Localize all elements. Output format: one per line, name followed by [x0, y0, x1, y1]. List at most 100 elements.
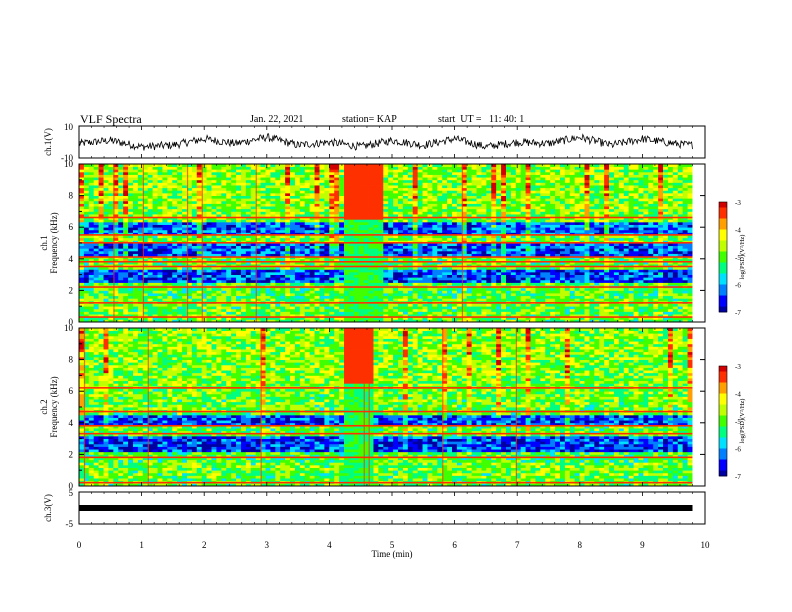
- spectrogram-cell: [285, 253, 291, 257]
- spectrogram-cell: [324, 164, 330, 168]
- spectrogram-cell: [314, 177, 320, 181]
- spectrogram-cell: [265, 306, 271, 310]
- spectrogram-cell: [118, 177, 124, 181]
- spectrogram-cell: [432, 190, 438, 194]
- spectrogram-cell: [368, 166, 374, 170]
- spectrogram-cell: [118, 306, 124, 310]
- spectrogram-cell: [324, 253, 330, 257]
- spectrogram-cell: [427, 266, 433, 270]
- spectrogram-cell: [128, 306, 134, 310]
- spectrogram-cell: [447, 229, 453, 233]
- spectrogram-cell: [417, 277, 423, 281]
- spectrogram-cell: [437, 169, 443, 173]
- spectrogram-cell: [304, 164, 311, 168]
- spectrogram-cell: [137, 171, 144, 175]
- spectrogram-cell: [363, 211, 369, 215]
- spectrogram-cell: [260, 232, 266, 236]
- spectrogram-cell: [182, 290, 188, 294]
- spectrogram-cell: [162, 219, 168, 223]
- spectrogram-cell: [162, 232, 168, 236]
- spectrogram-cell: [265, 282, 271, 286]
- spectrogram-cell: [123, 271, 129, 275]
- spectrogram-cell: [103, 316, 109, 320]
- spectrogram-cell: [432, 166, 438, 170]
- spectrogram-cell: [152, 243, 158, 247]
- spectrogram-cell: [422, 311, 428, 315]
- spectrogram-cell: [456, 179, 463, 183]
- spectrogram-cell: [422, 185, 428, 189]
- spectrogram-cell: [383, 314, 389, 318]
- spectrogram-cell: [378, 169, 384, 173]
- spectrogram-cell: [79, 308, 85, 312]
- spectrogram-cell: [319, 237, 325, 241]
- spectrogram-cell: [319, 306, 325, 310]
- spectrogram-cell: [147, 232, 154, 236]
- spectrogram-cell: [108, 198, 114, 202]
- spectrogram-cell: [280, 245, 286, 249]
- spectrogram-cell: [162, 227, 168, 231]
- spectrogram-cell: [334, 214, 340, 218]
- spectrogram-cell: [260, 237, 266, 241]
- spectrogram-cell: [299, 243, 306, 247]
- spectrogram-cell: [461, 229, 468, 233]
- spectrogram-cell: [226, 214, 232, 218]
- spectrogram-cell: [265, 203, 271, 207]
- spectrogram-cell: [265, 166, 271, 170]
- spectrogram-cell: [304, 192, 311, 196]
- spectrogram-cell: [245, 164, 252, 168]
- spectrogram-cell: [447, 192, 453, 196]
- spectrogram-cell: [108, 200, 114, 204]
- spectrogram-cell: [422, 235, 428, 239]
- spectrogram-cell: [324, 293, 330, 297]
- spectrogram-cell: [358, 237, 365, 241]
- spectrogram-cell: [329, 271, 335, 275]
- spectrogram-cell: [412, 311, 419, 315]
- spectrogram-cell: [398, 250, 404, 254]
- spectrogram-cell: [309, 295, 315, 299]
- spectrogram-cell: [412, 190, 419, 194]
- spectrogram-cell: [393, 243, 399, 247]
- spectrogram-cell: [339, 253, 345, 257]
- spectrogram-cell: [432, 235, 438, 239]
- spectrogram-cell: [221, 232, 227, 236]
- spectrogram-cell: [393, 269, 399, 273]
- spectrogram-cell: [123, 298, 129, 302]
- spectrogram-cell: [329, 243, 335, 247]
- spectrogram-cell: [348, 206, 355, 210]
- spectrogram-cell: [196, 164, 203, 168]
- spectrogram-cell: [206, 182, 212, 186]
- spectrogram-cell: [437, 187, 443, 191]
- spectrogram-cell: [368, 314, 374, 318]
- spectrogram-cell: [373, 166, 379, 170]
- spectrogram-cell: [368, 248, 374, 252]
- spectrogram-cell: [398, 303, 404, 307]
- spectrogram-cell: [240, 293, 247, 297]
- spectrogram-cell: [236, 227, 242, 231]
- spectrogram-cell: [339, 211, 345, 215]
- spectrogram-cell: [422, 166, 428, 170]
- spectrogram-cell: [432, 243, 438, 247]
- spectrogram-cell: [211, 203, 217, 207]
- spectrogram-cell: [201, 232, 208, 236]
- spectrogram-cell: [442, 221, 448, 225]
- spectrogram-cell: [363, 235, 369, 239]
- spectrogram-cell: [191, 174, 198, 178]
- spectrogram-cell: [452, 200, 458, 204]
- spectrogram-cell: [88, 282, 95, 286]
- spectrogram-cell: [304, 174, 311, 178]
- spectrogram-cell: [456, 164, 463, 168]
- spectrogram-cell: [132, 243, 139, 247]
- spectrogram-cell: [103, 308, 109, 312]
- spectrogram-cell: [118, 171, 124, 175]
- spectrogram-cell: [437, 166, 443, 170]
- spectrogram-cell: [98, 277, 104, 281]
- spectrogram-cell: [456, 187, 463, 191]
- spectrogram-cell: [98, 192, 104, 196]
- spectrogram-cell: [398, 308, 404, 312]
- spectrogram-cell: [373, 245, 379, 249]
- spectrogram-cell: [177, 182, 183, 186]
- spectrogram-cell: [240, 206, 247, 210]
- spectrogram-cell: [152, 182, 158, 186]
- spectrogram-cell: [177, 195, 183, 199]
- spectrogram-cell: [447, 190, 453, 194]
